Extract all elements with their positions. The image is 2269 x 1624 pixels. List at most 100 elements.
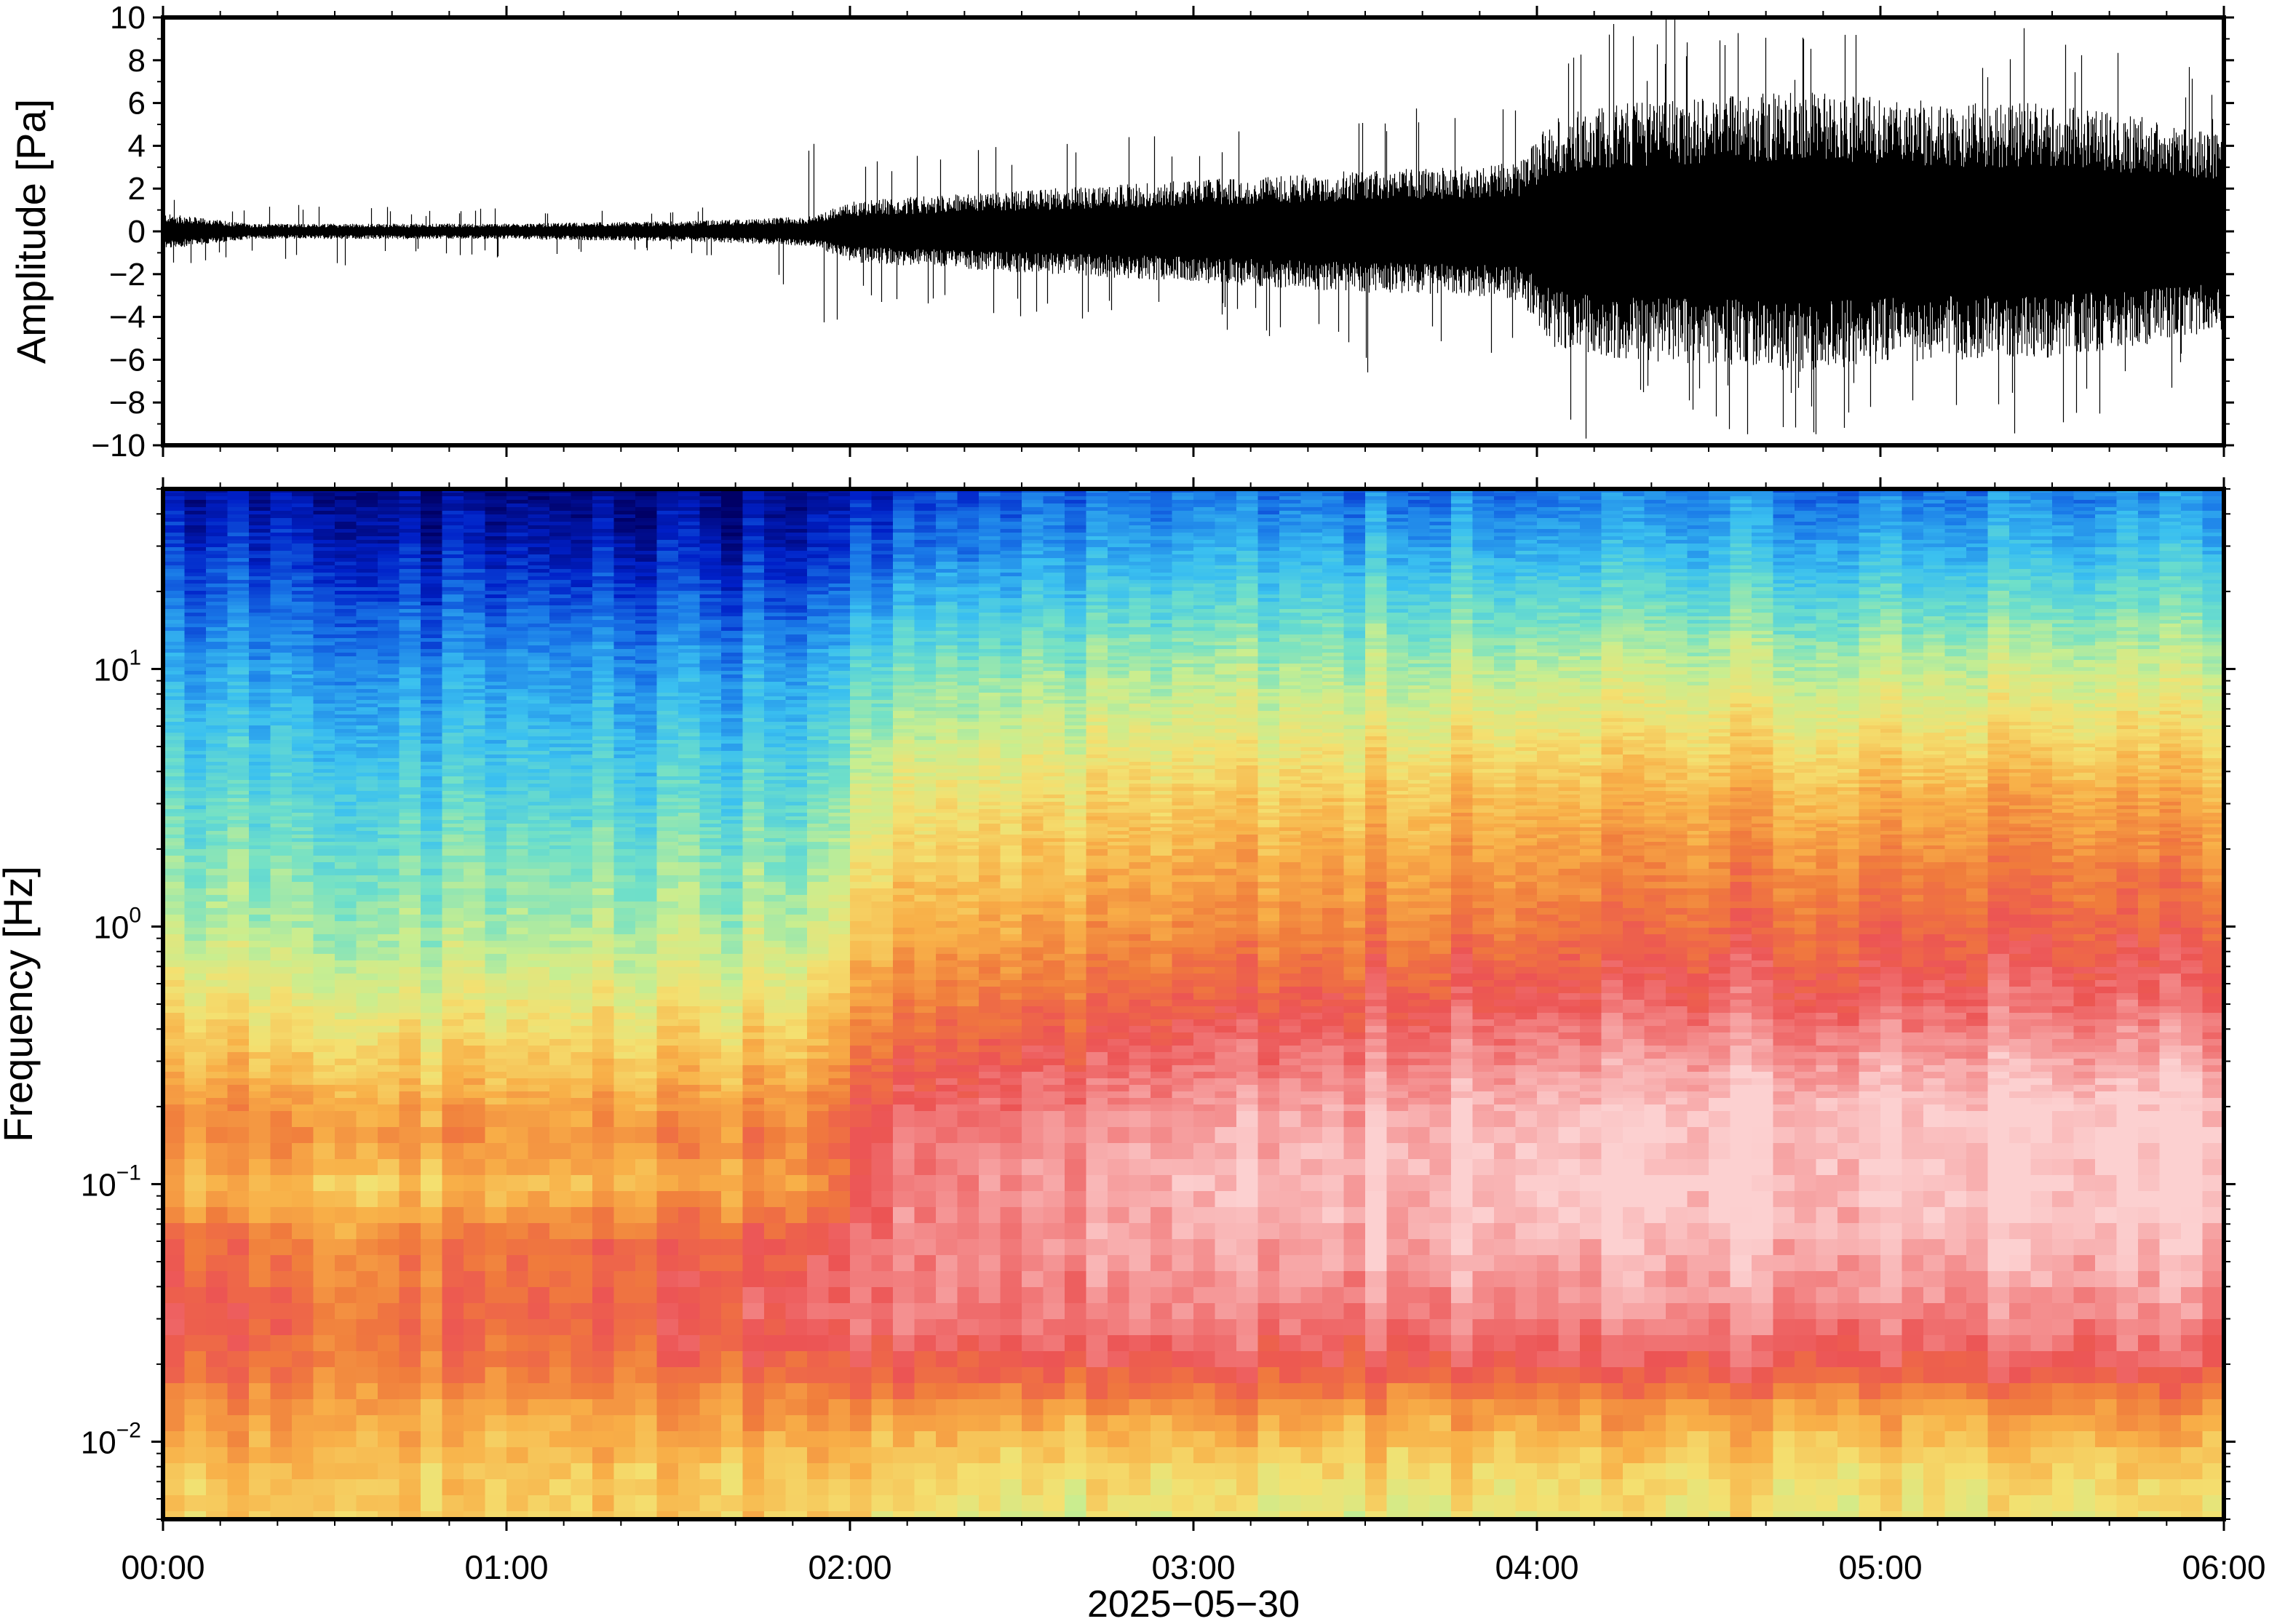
spectrogram-cell xyxy=(699,993,722,1000)
spectrogram-cell xyxy=(464,1159,486,1176)
spectrogram-cell xyxy=(184,580,207,584)
spectrogram-cell xyxy=(356,954,378,961)
spectrogram-cell xyxy=(313,547,335,552)
spectrogram-cell xyxy=(206,862,229,869)
spectrogram-cell xyxy=(442,565,464,570)
spectrogram-cell xyxy=(592,1367,615,1384)
spectrogram-cell xyxy=(699,689,722,693)
spectrogram-cell xyxy=(464,780,486,784)
spectrogram-cell xyxy=(656,824,679,828)
spectrogram-cell xyxy=(613,915,636,922)
spectrogram-cell xyxy=(699,1351,722,1368)
spectrogram-cell xyxy=(399,1319,421,1336)
spectrogram-cell xyxy=(571,993,593,1000)
spectrogram-cell xyxy=(764,529,787,533)
spectrogram-cell xyxy=(399,849,421,856)
spectrogram-cell xyxy=(764,569,787,573)
spectrogram-cell xyxy=(678,875,701,883)
spectrogram-cell xyxy=(764,1287,787,1304)
spectrogram-cell xyxy=(313,1303,335,1320)
spectrogram-cell xyxy=(356,751,378,755)
spectrogram-cell xyxy=(464,733,486,737)
spectrogram-cell xyxy=(656,875,679,883)
spectrogram-cell xyxy=(270,1085,293,1092)
spectrogram-cell xyxy=(742,1175,765,1192)
spectrogram-cell xyxy=(227,1175,250,1192)
spectrogram-cell xyxy=(656,1078,679,1086)
spectrogram-cell xyxy=(249,569,271,573)
spectrogram-cell xyxy=(592,500,615,504)
spectrogram-cell xyxy=(613,831,636,835)
spectrogram-cell xyxy=(742,722,765,726)
spectrogram-cell xyxy=(163,624,186,628)
spectrogram-cell xyxy=(313,533,335,537)
spectrogram-cell xyxy=(571,540,593,544)
spectrogram-cell xyxy=(335,638,357,642)
spectrogram-cell xyxy=(549,758,572,763)
spectrogram-cell xyxy=(442,755,464,759)
spectrogram-cell xyxy=(721,1065,744,1072)
spectrogram-cell xyxy=(635,791,658,795)
spectrogram-cell xyxy=(356,862,378,869)
spectrogram-cell xyxy=(292,1006,314,1014)
spectrogram-cell xyxy=(764,809,787,813)
spectrogram-cell xyxy=(635,805,658,810)
spectrogram-cell xyxy=(184,875,207,883)
spectrogram-cell xyxy=(506,987,529,994)
spectrogram-cell xyxy=(506,1127,529,1144)
spectrogram-cell xyxy=(399,591,421,595)
spectrogram-cell xyxy=(571,645,593,650)
spectrogram-cell xyxy=(721,845,744,850)
spectrogram-cell xyxy=(442,540,464,544)
spectrogram-cell xyxy=(592,674,615,679)
spectrogram-cell xyxy=(742,1335,765,1352)
spectrogram-cell xyxy=(635,514,658,519)
spectrogram-cell xyxy=(464,653,486,657)
spectrogram-cell xyxy=(613,1046,636,1053)
spectrogram-cell xyxy=(206,536,229,541)
spectrogram-cell xyxy=(184,507,207,512)
spectrogram-cell xyxy=(592,849,615,856)
spectrogram-cell xyxy=(313,1271,335,1288)
spectrogram-cell xyxy=(335,1191,357,1208)
spectrogram-cell xyxy=(613,503,636,508)
spectrogram-cell xyxy=(742,1000,765,1007)
spectrogram-cell xyxy=(721,751,744,755)
spectrogram-cell xyxy=(464,1207,486,1224)
spectrogram-cell xyxy=(292,1367,314,1384)
spectrogram-cell xyxy=(656,845,679,850)
spectrogram-cell xyxy=(549,736,572,741)
spectrogram-cell xyxy=(270,573,293,577)
spectrogram-cell xyxy=(635,565,658,570)
spectrogram-cell xyxy=(678,507,701,512)
spectrogram-cell xyxy=(549,536,572,541)
spectrogram-cell xyxy=(184,751,207,755)
spectrogram-cell xyxy=(549,551,572,555)
spectrogram-cell xyxy=(785,613,808,617)
spectrogram-cell xyxy=(721,704,744,708)
spectrogram-cell xyxy=(678,862,701,869)
spectrogram-cell xyxy=(356,967,378,974)
spectrogram-cell xyxy=(613,664,636,668)
spectrogram-cell xyxy=(356,1072,378,1079)
spectrogram-cell xyxy=(421,682,443,686)
spectrogram-cell xyxy=(742,842,765,846)
spectrogram-cell xyxy=(656,584,679,588)
spectrogram-cell xyxy=(249,678,271,682)
spectrogram-cell xyxy=(678,769,701,773)
spectrogram-cell xyxy=(399,987,421,994)
spectrogram-cell xyxy=(464,736,486,741)
spectrogram-cell xyxy=(399,711,421,715)
spectrogram-cell xyxy=(421,838,443,843)
spectrogram-cell xyxy=(249,802,271,806)
spectrogram-cell xyxy=(335,591,357,595)
spectrogram-cell xyxy=(442,682,464,686)
spectrogram-cell xyxy=(699,1159,722,1176)
spectrogram-cell xyxy=(184,1000,207,1007)
spectrogram-cell xyxy=(442,667,464,672)
spectrogram-cell xyxy=(678,1026,701,1033)
spectrogram-cell xyxy=(506,605,529,610)
spectrogram-cell xyxy=(571,1239,593,1256)
spectrogram-cell xyxy=(270,947,293,955)
spectrogram-cell xyxy=(249,653,271,657)
